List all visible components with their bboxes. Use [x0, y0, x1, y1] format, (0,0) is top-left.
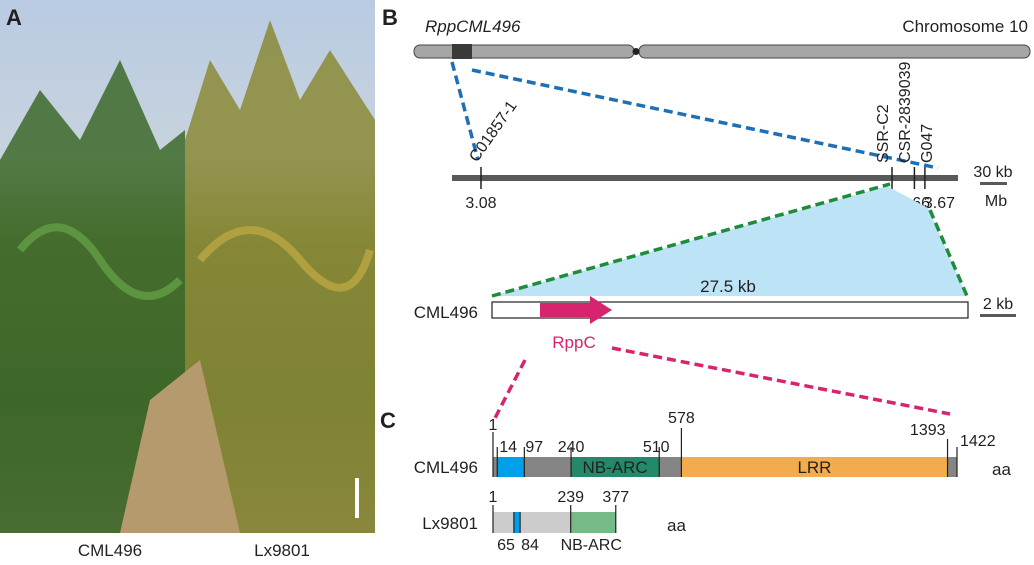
domain-label: LRR	[797, 458, 831, 477]
region-scale-label: 2 kb	[983, 296, 1013, 313]
marker-name: G047	[919, 124, 936, 163]
unit-aa-lx9801: aa	[667, 516, 686, 535]
domain-label-nbarc-lx9801: NB-ARC	[561, 537, 622, 554]
protein-domain	[681, 457, 948, 477]
map-scale-label: 30 kb	[973, 164, 1012, 181]
position-label: 240	[558, 439, 585, 456]
region-box	[491, 301, 969, 319]
region-line-label: CML496	[414, 303, 478, 322]
chromosome-label: Chromosome 10	[902, 17, 1028, 36]
protein-domain	[524, 457, 572, 477]
position-label: 65	[497, 537, 515, 554]
protein-domain	[493, 512, 514, 533]
region-shading	[492, 186, 967, 296]
protein-cml496: NB-ARC LRR 114 97 240 510 578 1393 1422	[489, 410, 996, 477]
protein-domain	[571, 457, 660, 477]
panel-label-b: B	[382, 5, 398, 30]
position-label: 578	[668, 410, 695, 427]
protein-domain	[497, 457, 525, 477]
marker-name: SSR-C2	[875, 104, 892, 163]
position-label: 510	[643, 439, 670, 456]
domain-label: NB-ARC	[583, 458, 648, 477]
position-label: 1393	[910, 422, 946, 439]
protein-domain	[513, 512, 521, 533]
gene-label: RppC	[552, 333, 595, 352]
region-length: 27.5 kb	[700, 277, 756, 296]
photo-label-cml496: CML496	[78, 541, 142, 560]
position-label: 1	[489, 417, 498, 434]
map-scale-bar	[980, 182, 1007, 185]
zoom-lines-green	[491, 182, 969, 298]
position-label: 97	[525, 439, 543, 456]
marker-name: CSR-2839039	[897, 62, 914, 164]
zoom-lines-magenta	[492, 346, 951, 421]
marker-position: 3.67	[924, 195, 955, 212]
locus-label: RppCML496	[425, 17, 521, 36]
marker-position: 3.08	[465, 195, 496, 212]
panel-label-c: C	[380, 408, 396, 433]
position-label: 1	[489, 489, 498, 506]
zoom-lines-blue	[450, 61, 939, 170]
region-scale-bar	[980, 314, 1016, 317]
position-label: 377	[602, 489, 629, 506]
protein-domain	[947, 457, 957, 477]
scale-bar	[355, 478, 359, 518]
protein-label-cml496: CML496	[414, 458, 478, 477]
chromosome	[413, 44, 1031, 59]
position-label: 14	[499, 439, 517, 456]
photo-label-lx9801: Lx9801	[254, 541, 310, 560]
panel-label-a: A	[6, 5, 22, 30]
protein-domain	[520, 512, 571, 533]
marker-name: C01857-1	[466, 98, 520, 165]
map-unit: Mb	[985, 193, 1007, 210]
protein-domain	[570, 512, 616, 533]
position-label: 1422	[960, 433, 996, 450]
protein-domain	[659, 457, 682, 477]
position-label: 239	[557, 489, 584, 506]
position-label: 84	[521, 537, 539, 554]
protein-domain	[493, 457, 498, 477]
field-photo	[0, 0, 375, 533]
rppc-gene-arrow	[540, 296, 612, 324]
physical-map: 3.08C01857-13.63SSR-C23.66CSR-28390393.6…	[452, 62, 1013, 212]
protein-lx9801: 1 65 84 239 377 NB-ARC	[489, 489, 630, 554]
unit-aa-cml496: aa	[992, 460, 1011, 479]
protein-label-lx9801: Lx9801	[422, 514, 478, 533]
